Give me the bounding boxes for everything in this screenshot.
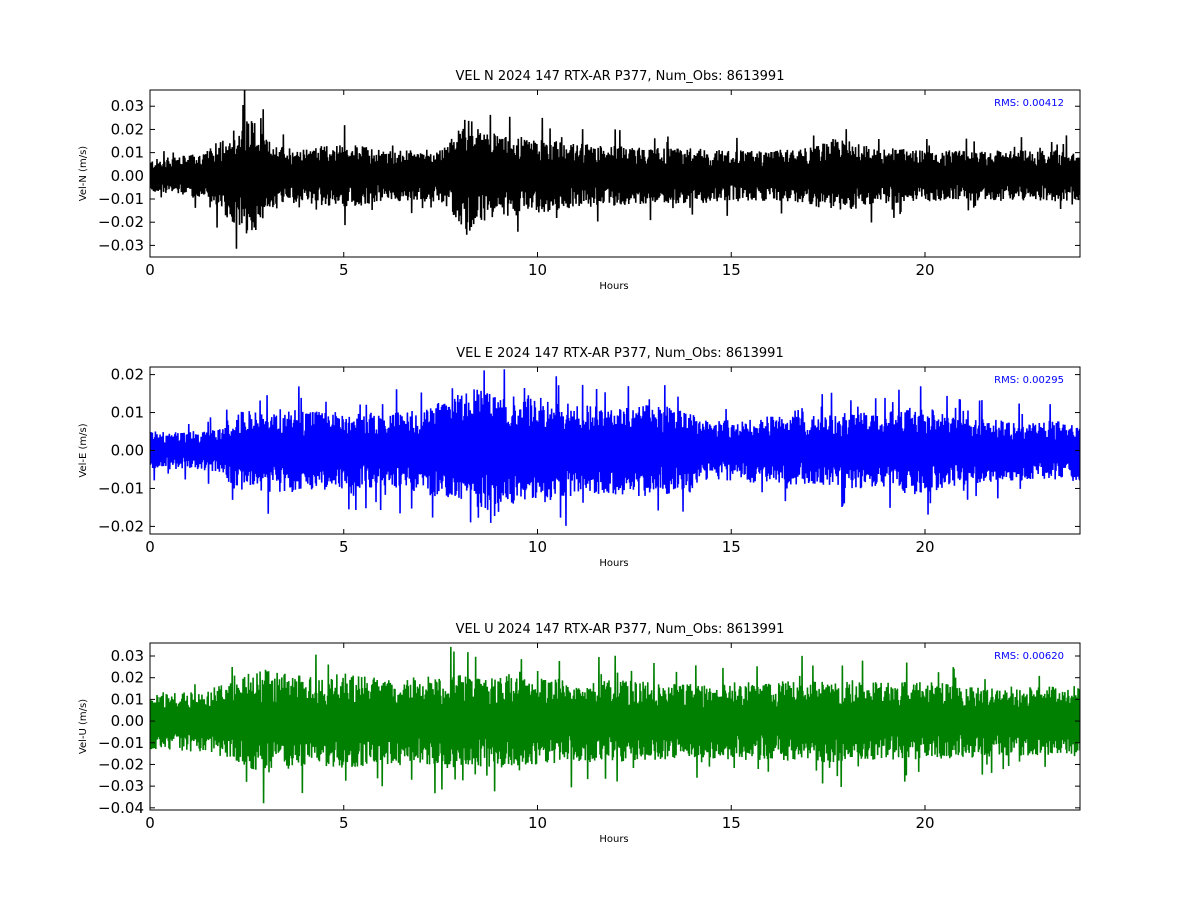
- y-tick-label: −0.01: [98, 734, 144, 752]
- x-tick-label: 0: [145, 814, 155, 832]
- y-tick-label: 0.03: [111, 647, 144, 665]
- y-tick-label: −0.03: [98, 777, 144, 795]
- subplots: 0 5 10 15 20 −0.03 −0.02 −0.01 0.00 0.01 0.02 0.03 V…: [78, 69, 1081, 845]
- series-line-2: [150, 369, 1080, 526]
- y-tick-label: 0.02: [111, 366, 144, 384]
- y-tick-label: −0.02: [98, 517, 144, 535]
- y-tick-label: 0.01: [111, 144, 144, 162]
- x-tick-label: 15: [722, 261, 741, 279]
- series-line-3: [150, 646, 1080, 804]
- x-tick-label: 0: [145, 538, 155, 556]
- x-tick-label: 5: [339, 814, 349, 832]
- subplot-2: 0 5 10 15 20 −0.02 −0.01 0.00 0.01 0.02 VEL E 2024…: [78, 346, 1081, 569]
- axes-frame: [149, 89, 1081, 258]
- x-tick-label: 10: [528, 814, 547, 832]
- y-tick-label: −0.03: [98, 236, 144, 254]
- x-axis-label: Hours: [599, 558, 628, 569]
- y-tick-label: −0.01: [98, 479, 144, 497]
- y-tick-label: −0.02: [98, 755, 144, 773]
- x-tick-label: 0: [145, 261, 155, 279]
- y-tick-label: 0.03: [111, 97, 144, 115]
- x-axis-label: Hours: [599, 281, 628, 292]
- y-tick-label: 0.01: [111, 690, 144, 708]
- x-tick-label: 15: [722, 538, 741, 556]
- x-tick-label: 20: [915, 814, 934, 832]
- rms-annotation: RMS: 0.00620: [994, 651, 1064, 662]
- subplot-3: 0 5 10 15 20 −0.04 −0.03 −0.02 −0.01 0.00 0.01 0.02…: [78, 622, 1081, 845]
- y-tick-label: 0.01: [111, 404, 144, 422]
- rms-annotation: RMS: 0.00412: [994, 98, 1064, 109]
- axes-frame: [149, 642, 1081, 811]
- x-axis-label: Hours: [599, 834, 628, 845]
- x-tick-label: 5: [339, 538, 349, 556]
- y-tick-label: 0.02: [111, 669, 144, 687]
- y-axis-label: Vel-N (m/s): [78, 146, 89, 201]
- y-axis-label: Vel-U (m/s): [78, 699, 89, 754]
- y-tick-label: −0.04: [98, 799, 144, 817]
- y-tick-label: 0.00: [111, 167, 144, 185]
- subplot-1: 0 5 10 15 20 −0.03 −0.02 −0.01 0.00 0.01 0.02 0.03 V…: [78, 69, 1081, 292]
- y-tick-label: −0.02: [98, 213, 144, 231]
- x-tick-label: 10: [528, 261, 547, 279]
- chart-title: VEL N 2024 147 RTX-AR P377, Num_Obs: 861…: [456, 69, 785, 84]
- y-tick-label: 0.00: [111, 442, 144, 460]
- series-line-1: [150, 90, 1080, 249]
- x-tick-label: 20: [915, 261, 934, 279]
- chart-title: VEL E 2024 147 RTX-AR P377, Num_Obs: 861…: [456, 346, 783, 361]
- x-tick-label: 10: [528, 538, 547, 556]
- x-tick-label: 5: [339, 261, 349, 279]
- y-tick-label: 0.02: [111, 120, 144, 138]
- y-axis-label: Vel-E (m/s): [78, 423, 89, 477]
- y-tick-label: 0.00: [111, 712, 144, 730]
- chart-title: VEL U 2024 147 RTX-AR P377, Num_Obs: 861…: [456, 622, 785, 637]
- rms-annotation: RMS: 0.00295: [994, 375, 1064, 386]
- y-tick-label: −0.01: [98, 190, 144, 208]
- x-tick-label: 15: [722, 814, 741, 832]
- x-tick-label: 20: [915, 538, 934, 556]
